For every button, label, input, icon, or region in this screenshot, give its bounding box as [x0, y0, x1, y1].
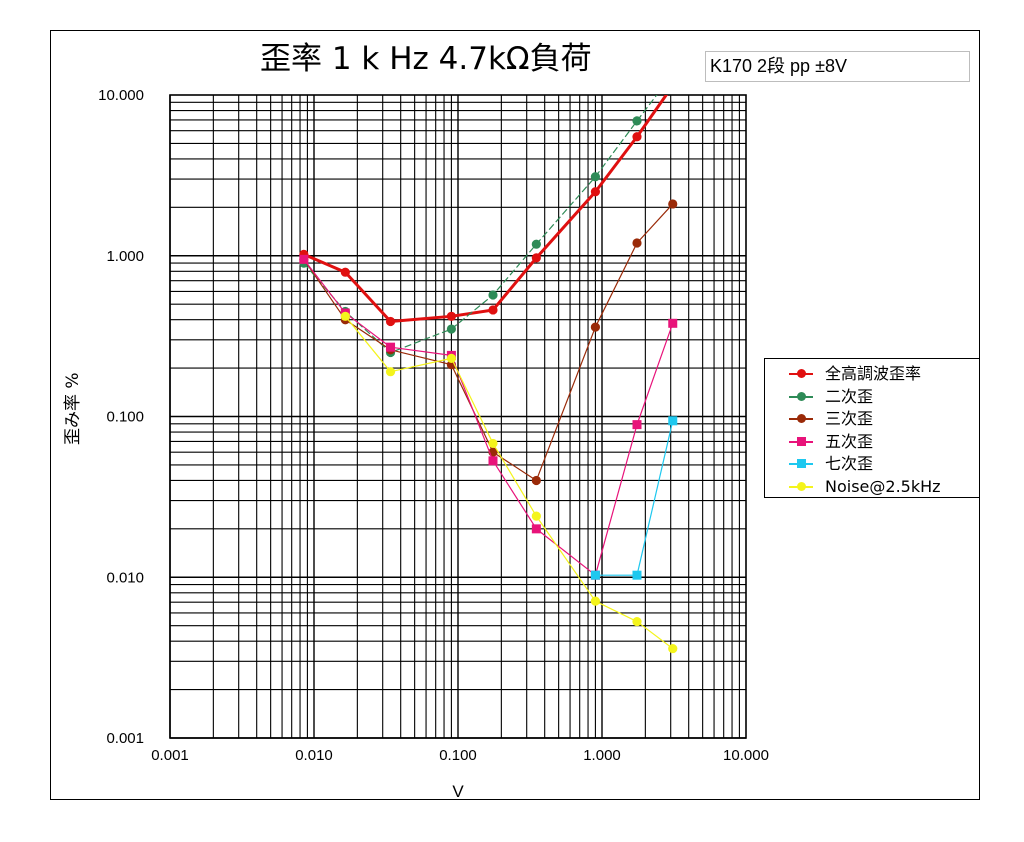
series-line — [303, 203, 674, 482]
x-axis-label: V — [452, 782, 464, 801]
chart-subtitle: K170 2段 pp ±8V — [705, 51, 970, 82]
data-point — [488, 438, 498, 449]
data-point — [668, 643, 678, 654]
chart-title: 歪率 1 k Hz 4.7kΩ負荷 — [260, 41, 592, 77]
y-tick-label: 1.000 — [106, 248, 144, 265]
data-point — [340, 311, 350, 321]
data-point — [668, 416, 678, 426]
data-point — [531, 253, 541, 263]
legend-label: 二次歪 — [825, 386, 874, 406]
y-axis-label: 歪み率 % — [63, 372, 83, 445]
data-point — [632, 116, 642, 126]
data-point — [385, 316, 396, 327]
y-tick-label: 0.100 — [106, 409, 144, 426]
x-tick-label: 0.010 — [295, 747, 333, 764]
data-point — [340, 267, 350, 277]
data-point — [488, 305, 498, 315]
data-point — [446, 311, 457, 321]
x-tick-label: 10.000 — [723, 747, 769, 764]
legend-item: Noise@2.5kHz — [765, 476, 977, 498]
series-line — [303, 258, 674, 576]
data-point — [632, 132, 642, 142]
data-point — [446, 324, 457, 334]
legend-label: Noise@2.5kHz — [825, 476, 941, 496]
data-point — [299, 254, 309, 264]
data-point — [668, 318, 678, 328]
data-point — [590, 596, 601, 606]
legend-marker — [797, 436, 806, 446]
legend-label: 五次歪 — [825, 431, 874, 451]
y-tick-label: 0.001 — [106, 730, 144, 747]
legend-marker — [797, 459, 806, 468]
plot-border — [169, 94, 747, 739]
data-point — [488, 456, 498, 466]
legend-item: 五次歪 — [765, 431, 977, 453]
legend-item: 七次歪 — [765, 453, 977, 475]
x-tick-label: 0.001 — [151, 747, 189, 764]
data-point — [632, 570, 642, 580]
data-point — [386, 342, 396, 352]
legend-item: 二次歪 — [765, 386, 977, 408]
data-point — [488, 290, 498, 300]
data-point — [590, 172, 601, 182]
legend-marker — [797, 481, 806, 491]
legend: 全高調波歪率 二次歪三次歪五次歪七次歪 Noise@2.5kHz — [764, 358, 980, 498]
data-point — [446, 353, 457, 363]
legend-label: 七次歪 — [825, 454, 874, 473]
x-tick-label: 1.000 — [583, 747, 621, 764]
data-point — [632, 616, 642, 627]
data-point — [385, 367, 396, 377]
series-line — [303, 95, 669, 323]
data-point — [590, 570, 600, 580]
data-point — [590, 187, 601, 197]
data-point — [632, 420, 642, 430]
data-point — [531, 239, 541, 249]
series-line — [595, 420, 674, 576]
y-tick-label: 0.010 — [106, 569, 144, 586]
series-line — [344, 315, 674, 650]
data-point — [632, 238, 642, 248]
legend-label: 三次歪 — [825, 409, 874, 428]
legend-item: 三次歪 — [765, 408, 977, 430]
y-tick-label: 10.000 — [98, 87, 144, 104]
legend-item: 全高調波歪率 — [765, 363, 977, 385]
data-point — [531, 524, 541, 534]
data-point — [531, 511, 541, 521]
data-point — [668, 199, 678, 209]
legend-marker — [797, 369, 806, 378]
legend-label: 全高調波歪率 — [825, 364, 922, 383]
x-tick-label: 0.100 — [439, 747, 477, 764]
legend-marker — [797, 391, 806, 401]
data-point — [531, 475, 541, 486]
legend-marker — [797, 414, 806, 423]
data-point — [590, 322, 601, 332]
